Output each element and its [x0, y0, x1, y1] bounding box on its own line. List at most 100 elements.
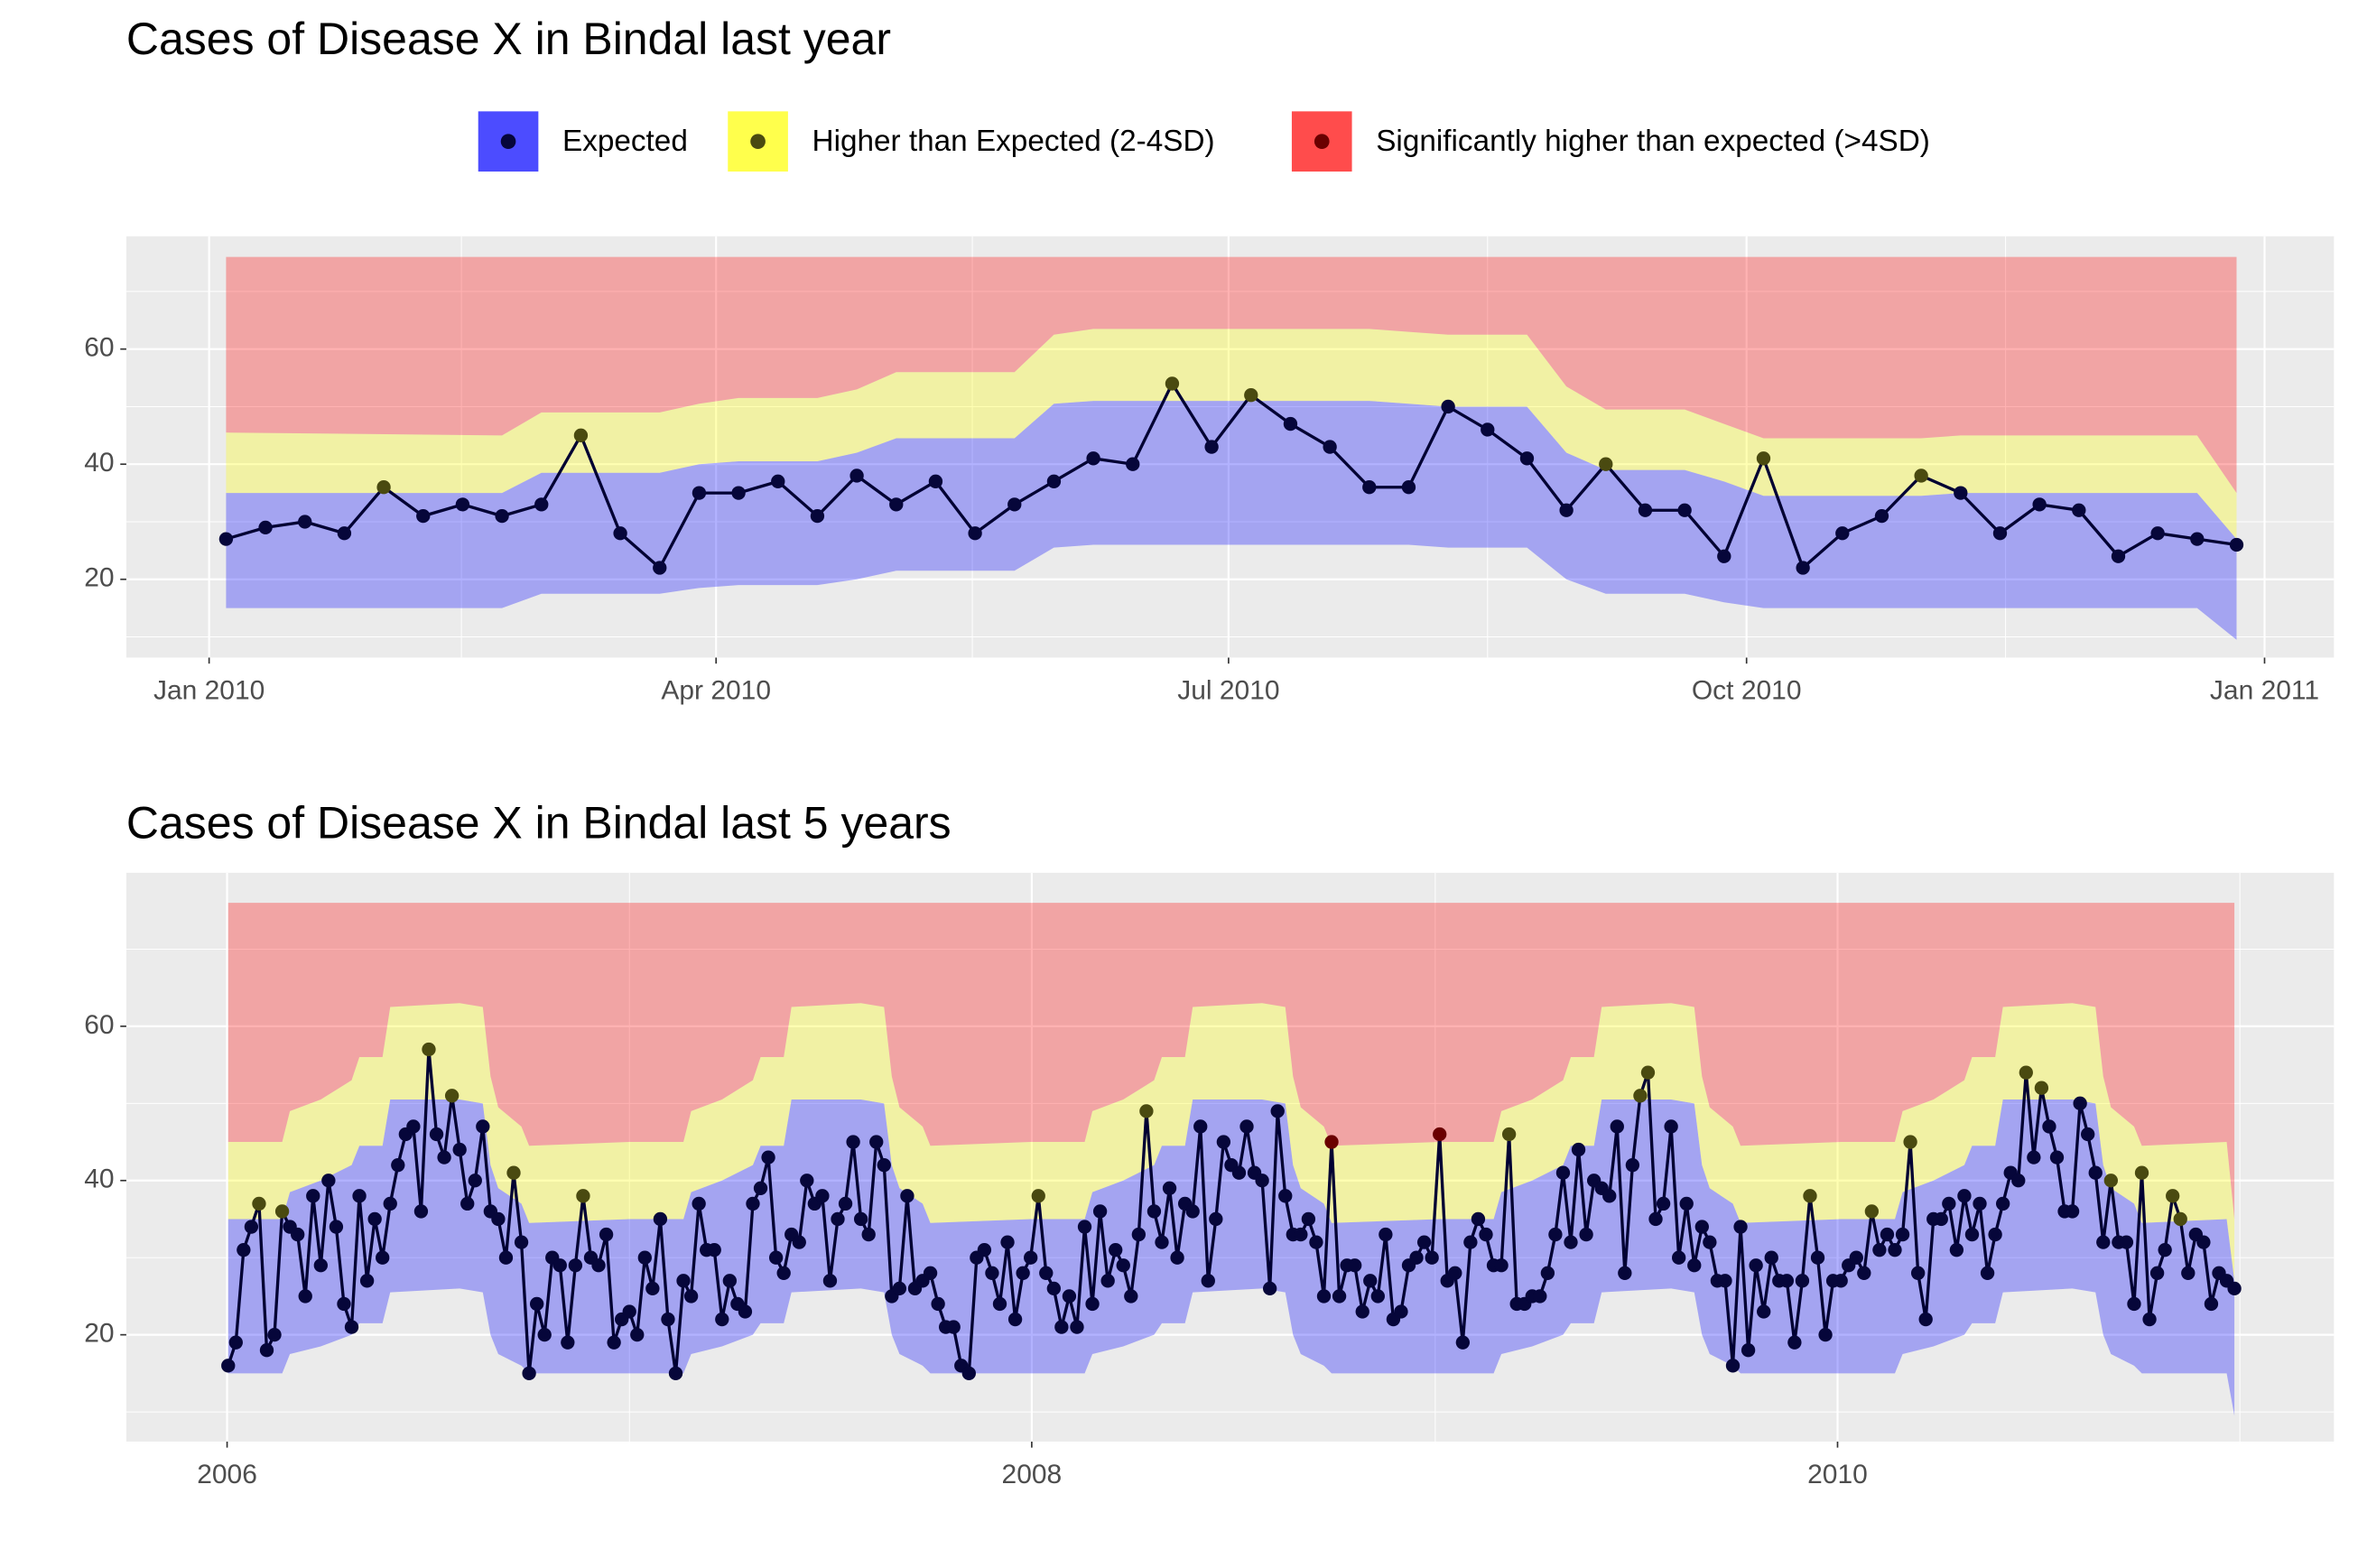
case-point: [1787, 1335, 1802, 1350]
case-point: [1193, 1119, 1208, 1134]
case-point: [1324, 1135, 1339, 1149]
case-point: [1124, 1289, 1138, 1304]
case-point: [1864, 1204, 1880, 1219]
case-point: [1077, 1220, 1092, 1234]
case-point: [668, 1366, 683, 1381]
case-point: [1718, 1274, 1732, 1288]
case-point: [228, 1335, 243, 1350]
case-point: [1086, 451, 1100, 466]
case-point: [591, 1258, 606, 1273]
case-point: [2229, 537, 2244, 552]
case-point: [2166, 1189, 2180, 1203]
case-point: [877, 1158, 891, 1173]
case-point: [274, 1204, 290, 1219]
case-point: [607, 1335, 621, 1350]
case-point: [861, 1227, 876, 1242]
case-point: [2019, 1065, 2033, 1080]
case-point: [298, 1289, 312, 1304]
case-point: [452, 1142, 467, 1157]
case-point: [869, 1135, 884, 1149]
case-point: [267, 1327, 282, 1342]
x-tick-label: 2006: [197, 1460, 257, 1489]
case-point: [2142, 1312, 2157, 1327]
case-point: [1992, 526, 2008, 541]
case-point: [753, 1181, 768, 1195]
case-point: [892, 1281, 907, 1296]
case-point: [2149, 1266, 2165, 1280]
band-area: [226, 329, 2237, 540]
case-point: [776, 1266, 791, 1280]
case-point: [1348, 1258, 1362, 1273]
case-point: [653, 1211, 668, 1227]
case-point: [1425, 1250, 1439, 1265]
case-point: [2227, 1281, 2242, 1296]
case-point: [800, 1174, 814, 1188]
case-point: [429, 1127, 444, 1142]
x-tick-label: Oct 2010: [1692, 676, 1802, 706]
case-point: [1494, 1258, 1509, 1273]
case-point: [1679, 1196, 1694, 1211]
case-point: [1749, 1258, 1763, 1273]
case-point: [810, 508, 825, 524]
case-point: [568, 1258, 583, 1273]
case-point: [491, 1211, 506, 1227]
case-point: [1687, 1258, 1702, 1273]
case-point: [437, 1150, 451, 1164]
case-point: [715, 1312, 729, 1327]
case-point: [1283, 416, 1298, 431]
case-point: [1764, 1250, 1778, 1265]
case-point: [2150, 526, 2165, 541]
case-point: [1394, 1304, 1408, 1319]
case-point: [1301, 1211, 1316, 1227]
case-point: [291, 1227, 305, 1242]
case-point: [1355, 1304, 1369, 1319]
case-point: [1579, 1227, 1593, 1242]
case-point: [2173, 1211, 2187, 1227]
cases-line: [225, 380, 2237, 571]
case-point: [383, 1196, 397, 1211]
case-point: [422, 1042, 436, 1057]
case-point: [1216, 1135, 1231, 1149]
case-point: [2042, 1119, 2056, 1134]
case-point: [1954, 486, 1968, 500]
case-point: [2096, 1235, 2111, 1249]
case-point: [722, 1274, 737, 1288]
case-point: [444, 1089, 460, 1103]
case-point: [1677, 503, 1692, 517]
case-point: [1244, 388, 1258, 403]
case-point: [529, 1296, 544, 1312]
case-point: [455, 497, 470, 512]
case-point: [552, 1258, 567, 1273]
case-point: [1000, 1235, 1015, 1249]
case-point: [1910, 1266, 1926, 1280]
case-point: [573, 428, 589, 443]
case-point: [1914, 469, 1928, 483]
case-point: [2027, 1150, 2041, 1164]
case-point: [1918, 1312, 1933, 1327]
case-point: [376, 1250, 390, 1265]
case-point: [1262, 1281, 1277, 1296]
case-point: [1016, 1266, 1030, 1280]
case-point: [1231, 1165, 1247, 1180]
case-point: [1046, 1281, 1061, 1296]
case-point: [968, 526, 982, 541]
case-point: [931, 1296, 945, 1312]
band-area: [226, 256, 2237, 494]
case-point: [1888, 1242, 1902, 1257]
case-point: [1070, 1320, 1084, 1334]
case-point: [1201, 1274, 1215, 1288]
case-point: [1131, 1227, 1147, 1242]
case-point: [928, 474, 943, 489]
case-point: [1640, 1065, 1656, 1080]
case-point: [1270, 1104, 1285, 1118]
y-tick-label: 60: [84, 333, 114, 363]
case-point: [653, 561, 667, 575]
case-point: [1126, 457, 1140, 471]
case-point: [2032, 497, 2047, 512]
case-point: [1455, 1335, 1471, 1350]
case-point: [1664, 1119, 1678, 1134]
case-point: [561, 1335, 575, 1350]
case-point: [1559, 503, 1574, 517]
band-area: [227, 1003, 2235, 1281]
case-point: [1571, 1142, 1586, 1157]
